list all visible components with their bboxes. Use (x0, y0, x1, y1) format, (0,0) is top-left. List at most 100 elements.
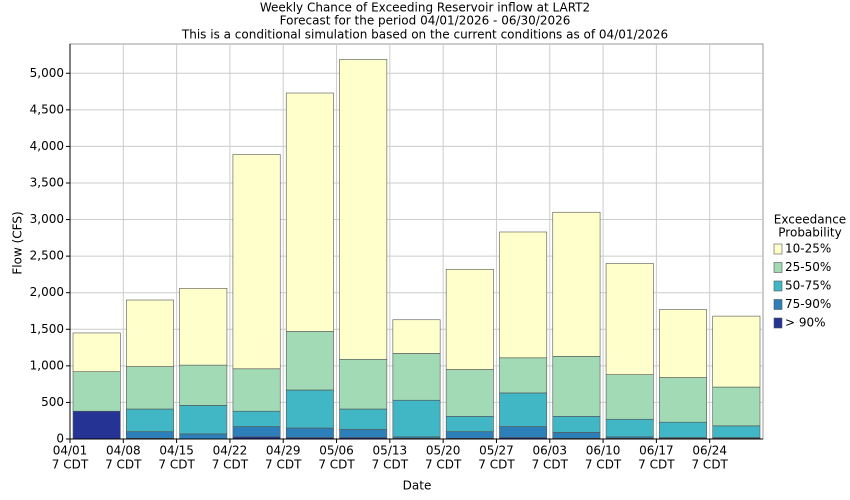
y-tick-label: 4,000 (30, 139, 64, 153)
bar-segment (659, 421, 707, 438)
bar-segment (552, 432, 601, 439)
y-axis-label: Flow (CFS) (11, 211, 25, 274)
bar-segment (285, 331, 334, 391)
bar-segment (179, 405, 228, 435)
bar-segment (179, 288, 228, 366)
bar-segment (445, 268, 494, 370)
x-tick-label: 7 CDT (478, 458, 515, 472)
x-tick-label: 7 CDT (638, 458, 675, 472)
x-tick-label: 7 CDT (318, 458, 355, 472)
bar-segment (126, 431, 174, 439)
bar-segment (552, 356, 601, 417)
bar-segment (285, 389, 334, 429)
legend-label: 75-90% (785, 297, 831, 311)
bar-segment (179, 364, 228, 406)
bar-segment (392, 353, 441, 401)
x-tick-label: 05/13 (373, 444, 408, 458)
bar-segment (339, 59, 388, 360)
bar-segment (499, 392, 548, 427)
bar-segment (605, 263, 654, 375)
y-tick-label: 3,500 (30, 175, 64, 189)
bar-segment (179, 433, 228, 440)
legend-title: Probability (778, 226, 841, 240)
bar-segment (339, 408, 388, 430)
bar-segment (126, 366, 174, 410)
bar-segment (72, 371, 121, 412)
legend-label: 10-25% (785, 242, 831, 256)
bar-segment (445, 431, 494, 439)
legend-swatch (773, 262, 783, 273)
x-tick-label: 04/15 (159, 444, 194, 458)
x-tick-label: 7 CDT (425, 458, 462, 472)
x-tick-label: 04/22 (213, 444, 248, 458)
y-tick-label: 3,000 (30, 212, 64, 226)
y-tick-label: 500 (41, 395, 64, 409)
x-tick-label: 05/06 (319, 444, 354, 458)
legend-label: 25-50% (785, 260, 831, 274)
chart-note: This is a conditional simulation based o… (181, 28, 668, 42)
bar-segment (659, 309, 707, 378)
x-tick-label: 7 CDT (585, 458, 622, 472)
bar-segment (712, 315, 761, 388)
y-tick-label: 1,000 (30, 358, 64, 372)
bar-segment (126, 408, 174, 432)
bar-segment (445, 369, 494, 417)
bar-segment (285, 427, 334, 438)
bar-segment (552, 416, 601, 433)
x-tick-label: 06/17 (639, 444, 674, 458)
y-tick-label: 2,000 (30, 285, 64, 299)
x-tick-label: 05/27 (479, 444, 514, 458)
x-tick-label: 7 CDT (212, 458, 249, 472)
legend-swatch (773, 280, 783, 292)
legend-title: Exceedance (774, 213, 846, 227)
bar-segment (552, 211, 601, 357)
bar-segment (232, 154, 281, 370)
x-tick-label: 7 CDT (532, 458, 569, 472)
x-tick-label: 7 CDT (158, 458, 195, 472)
x-tick-label: 7 CDT (372, 458, 409, 472)
bar-segment (659, 377, 707, 423)
y-tick-label: 2,500 (30, 249, 64, 263)
x-tick-label: 04/29 (266, 444, 301, 458)
x-tick-label: 04/01 (53, 444, 88, 458)
chart-subtitle: Forecast for the period 04/01/2026 - 06/… (280, 14, 571, 28)
y-tick-label: 4,500 (30, 102, 64, 116)
bar-segment (72, 332, 121, 373)
bar-segment (232, 426, 281, 438)
y-tick-label: 1,500 (30, 322, 64, 336)
bar-segment (392, 399, 441, 438)
bar-segment (72, 410, 121, 440)
x-tick-label: 7 CDT (52, 458, 89, 472)
bar-segment (712, 425, 761, 438)
y-tick-label: 0 (56, 432, 64, 446)
legend-label: 50-75% (785, 279, 831, 293)
x-tick-label: 04/08 (106, 444, 141, 458)
legend-swatch (773, 243, 783, 255)
bar-segment (285, 92, 334, 332)
bar-segment (232, 410, 281, 427)
bar-segment (339, 429, 388, 438)
x-tick-label: 06/10 (586, 444, 621, 458)
bar-segment (339, 358, 388, 410)
y-tick-label: 5,000 (30, 66, 64, 80)
legend-swatch (773, 299, 783, 310)
bar-segment (232, 368, 281, 412)
bar-segment (392, 319, 441, 354)
bar-segment (499, 231, 548, 359)
legend-swatch (773, 317, 783, 329)
bar-segment (605, 418, 654, 438)
bar-segment (605, 374, 654, 420)
bar-segment (712, 386, 761, 427)
x-tick-label: 06/24 (692, 444, 727, 458)
bar-segment (445, 416, 494, 432)
bar-segment (499, 426, 548, 438)
bar-segment (499, 357, 548, 394)
chart-title: Weekly Chance of Exceeding Reservoir inf… (260, 1, 590, 15)
x-tick-label: 05/20 (426, 444, 461, 458)
x-tick-label: 7 CDT (265, 458, 302, 472)
x-tick-label: 06/03 (532, 444, 567, 458)
x-tick-label: 7 CDT (105, 458, 142, 472)
x-axis-label: Date (403, 479, 432, 493)
x-tick-label: 7 CDT (691, 458, 728, 472)
